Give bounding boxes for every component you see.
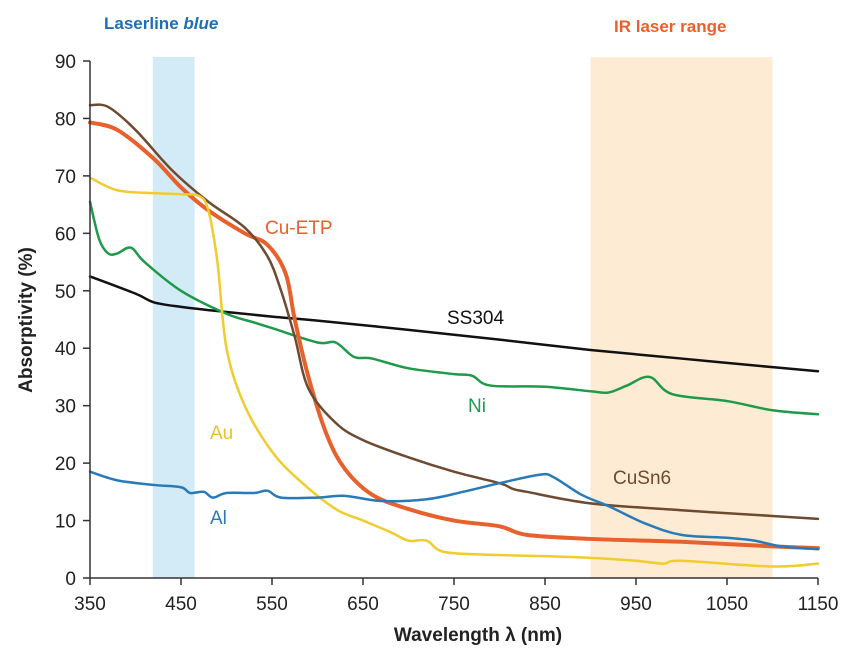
x-tick-label: 1050 xyxy=(706,594,748,615)
x-tick-label: 850 xyxy=(529,594,561,615)
band-label-laserline-blue: Laserline blue xyxy=(104,14,218,33)
series-line-au xyxy=(88,176,820,568)
x-tick-label: 550 xyxy=(256,594,288,615)
series-line-cu-etp xyxy=(88,120,820,551)
wavelength-band-1 xyxy=(590,57,773,578)
y-tick-label: 30 xyxy=(55,397,76,418)
x-tick-label: 450 xyxy=(165,594,197,615)
x-tick-label: 650 xyxy=(347,594,379,615)
x-axis-label: Wavelength λ (nm) xyxy=(394,625,562,646)
series-line-al xyxy=(88,470,820,551)
series-label-cusn6: CuSn6 xyxy=(613,468,671,489)
wavelength-band-0 xyxy=(152,57,195,578)
band-label-ir-laser-range: IR laser range xyxy=(614,17,726,36)
x-tick-label: 950 xyxy=(620,594,652,615)
y-tick-label: 90 xyxy=(55,52,76,73)
series-line-ni xyxy=(88,200,820,416)
x-tick-label: 750 xyxy=(438,594,470,615)
y-tick-label: 60 xyxy=(55,224,76,245)
y-tick-label: 40 xyxy=(55,339,76,360)
y-tick-label: 0 xyxy=(65,569,76,590)
x-tick-label: 350 xyxy=(74,594,106,615)
y-tick-label: 10 xyxy=(55,512,76,533)
y-tick-label: 20 xyxy=(55,454,76,475)
y-tick-label: 50 xyxy=(55,282,76,303)
y-tick-label: 80 xyxy=(55,109,76,130)
y-tick-label: 70 xyxy=(55,167,76,188)
series-label-cu-etp: Cu-ETP xyxy=(265,218,333,239)
series-line-cusn6 xyxy=(88,103,820,521)
series-label-au: Au xyxy=(210,423,233,444)
series-label-al: Al xyxy=(210,508,227,529)
y-axis-label: Absorptivity (%) xyxy=(16,247,37,393)
series-label-ss304: SS304 xyxy=(447,308,504,329)
x-tick-label: 1150 xyxy=(798,594,839,615)
series-label-ni: Ni xyxy=(468,396,486,417)
series-line-ss304 xyxy=(88,275,820,373)
